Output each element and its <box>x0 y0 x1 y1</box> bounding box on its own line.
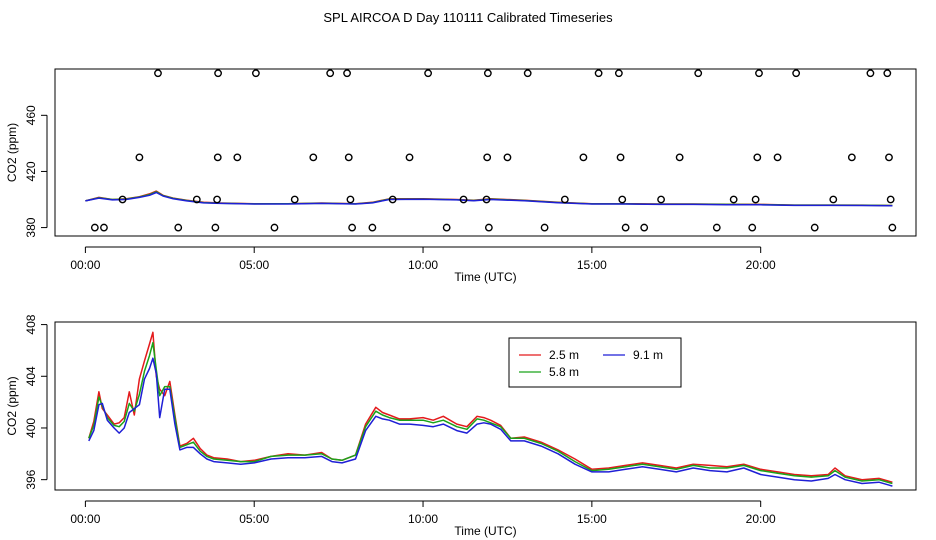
calibration-point <box>405 153 414 162</box>
x-tick-label: 10:00 <box>408 258 438 272</box>
calibration-point <box>483 69 492 78</box>
y-axis-label: CO2 (ppm) <box>5 376 19 435</box>
calibration-point <box>482 195 491 204</box>
series-line-2-5-mm <box>88 331 893 483</box>
y-tick-label: 380 <box>24 217 38 237</box>
calibration-point <box>290 195 299 204</box>
x-axis-label: Time (UTC) <box>454 270 516 284</box>
calibration-point <box>326 69 335 78</box>
calibration-point <box>484 223 493 232</box>
calibration-point <box>192 195 201 204</box>
legend-box <box>508 337 682 388</box>
calibration-point <box>616 153 625 162</box>
calibration-point <box>213 195 221 204</box>
series-line-9-1-mm <box>85 191 893 207</box>
y-axis-label: CO2 (ppm) <box>5 123 19 182</box>
calibration-point <box>751 195 760 204</box>
x-tick-label: 10:00 <box>408 512 438 526</box>
calibration-point <box>388 195 397 204</box>
series-line-5-8-mm <box>88 341 893 485</box>
series-line-9-1-mm <box>88 357 893 487</box>
data-area <box>85 190 893 207</box>
calibration-point <box>135 153 144 162</box>
calibration-point <box>459 195 468 204</box>
calibration-point <box>753 153 762 162</box>
top-panel: 00:00 05:00 10:00 15:00 20:00 Time (UTC) 380 42… <box>5 68 917 284</box>
x-tick-label: 00:00 <box>70 258 100 272</box>
calibration-point <box>154 69 162 78</box>
x-tick-label: 00:00 <box>70 512 100 526</box>
calibration-point <box>594 69 603 78</box>
calibration-point <box>640 223 649 232</box>
calibration-point <box>213 153 222 162</box>
calibration-point <box>866 69 875 78</box>
calibration-point <box>748 223 757 232</box>
calibration-point <box>694 69 703 78</box>
calibration-point <box>810 223 819 232</box>
calibration-point <box>214 69 222 78</box>
calibration-point <box>343 69 351 78</box>
calibration-point <box>483 153 492 162</box>
x-tick-label: 05:00 <box>239 512 269 526</box>
legend-label: 9.1 m <box>633 348 663 362</box>
calibration-point <box>618 195 627 204</box>
x-tick-label: 20:00 <box>746 258 776 272</box>
calibration-point <box>540 223 549 232</box>
calibration-point <box>712 223 721 232</box>
x-tick-label: 15:00 <box>577 512 607 526</box>
calibration-point <box>251 69 260 78</box>
y-tick-label: 408 <box>24 314 38 334</box>
calibration-point <box>657 195 665 204</box>
x-tick-label: 15:00 <box>577 258 607 272</box>
calibration-point <box>755 69 763 78</box>
calibration-point <box>346 195 355 204</box>
calibration-point <box>847 153 856 162</box>
legend-label: 5.8 m <box>549 365 579 379</box>
calibration-point <box>348 223 357 232</box>
x-axis-label: Time (UTC) <box>454 524 516 538</box>
y-tick-label: 400 <box>24 418 38 438</box>
calibration-point <box>344 153 353 162</box>
legend-label: 2.5 m <box>549 348 579 362</box>
calibration-point <box>675 153 684 162</box>
calibration-point <box>729 195 738 204</box>
plot-frame <box>54 321 917 491</box>
calibration-point <box>792 69 801 78</box>
x-tick-label: 05:00 <box>239 258 269 272</box>
calibration-point <box>233 153 242 162</box>
calibration-point <box>886 195 895 204</box>
calibration-point <box>579 153 588 162</box>
calibration-point <box>773 153 782 162</box>
calibration-point <box>614 69 623 78</box>
plot-frame <box>54 68 917 237</box>
calibration-point <box>503 153 512 162</box>
calibration-point <box>523 69 532 78</box>
legend: 2.5 m 5.8 m 9.1 m <box>508 337 682 388</box>
bottom-panel: 00:00 05:00 10:00 15:00 20:00 Time (UTC) 396 40… <box>5 314 917 538</box>
figure-title: SPL AIRCOA D Day 110111 Calibrated Times… <box>323 10 613 25</box>
y-tick-label: 460 <box>24 105 38 125</box>
y-tick-label: 404 <box>24 366 38 386</box>
calibration-point <box>368 223 377 232</box>
calibration-point <box>621 223 630 232</box>
y-tick-label: 420 <box>24 161 38 181</box>
calibration-point <box>442 223 451 232</box>
calibration-point <box>309 153 318 162</box>
calibration-point <box>560 195 569 204</box>
calibration-point <box>270 223 279 232</box>
x-tick-label: 20:00 <box>746 512 776 526</box>
data-area <box>88 331 893 487</box>
calibration-point <box>100 223 108 232</box>
calibration-point <box>118 195 127 204</box>
y-tick-label: 396 <box>24 469 38 489</box>
calibration-point <box>424 69 432 78</box>
calibration-point <box>888 223 897 232</box>
calibration-point <box>90 223 99 232</box>
calibration-point <box>883 69 892 78</box>
calibration-point <box>829 195 838 204</box>
calibration-point <box>211 223 220 232</box>
calibration-point <box>885 153 893 162</box>
calibration-point <box>174 223 183 232</box>
